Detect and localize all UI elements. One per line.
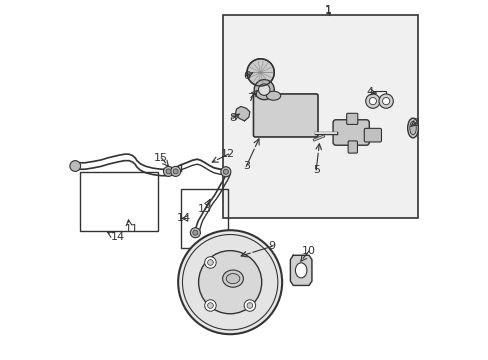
Bar (80, 172, 158, 231)
Text: 7: 7 (247, 93, 254, 103)
Polygon shape (235, 107, 249, 121)
Circle shape (365, 94, 379, 108)
Circle shape (378, 94, 392, 108)
FancyBboxPatch shape (347, 141, 357, 153)
Circle shape (173, 169, 178, 174)
Circle shape (182, 234, 277, 330)
Text: 3: 3 (243, 161, 249, 171)
Circle shape (170, 166, 180, 176)
Circle shape (258, 84, 269, 95)
Polygon shape (290, 255, 311, 285)
Ellipse shape (222, 270, 243, 287)
Ellipse shape (407, 118, 418, 138)
Circle shape (165, 169, 171, 174)
Ellipse shape (295, 263, 306, 278)
Text: 11: 11 (124, 225, 138, 234)
Text: 5: 5 (312, 165, 319, 175)
Text: 15: 15 (154, 153, 168, 163)
Circle shape (190, 228, 200, 238)
Text: 1: 1 (325, 6, 331, 16)
Text: 8: 8 (229, 113, 236, 123)
Text: 14: 14 (111, 232, 125, 242)
FancyBboxPatch shape (364, 129, 381, 142)
Ellipse shape (226, 274, 239, 284)
Ellipse shape (409, 121, 415, 135)
Circle shape (204, 257, 216, 268)
Circle shape (207, 260, 213, 265)
Text: 2: 2 (411, 118, 419, 128)
Circle shape (244, 300, 255, 311)
Circle shape (246, 59, 274, 86)
Text: 10: 10 (302, 246, 315, 256)
Text: 9: 9 (268, 241, 275, 251)
Text: 4: 4 (366, 87, 373, 97)
Circle shape (368, 98, 376, 105)
Ellipse shape (266, 91, 280, 100)
Circle shape (223, 169, 228, 174)
Circle shape (163, 166, 173, 176)
Text: 1: 1 (325, 5, 331, 15)
Circle shape (246, 303, 252, 309)
Text: 6: 6 (243, 71, 249, 81)
Circle shape (198, 251, 261, 314)
Circle shape (207, 303, 213, 309)
Circle shape (254, 80, 274, 100)
Circle shape (382, 98, 389, 105)
Text: 13: 13 (198, 204, 212, 215)
Text: 12: 12 (221, 149, 235, 159)
Circle shape (70, 161, 81, 171)
FancyBboxPatch shape (346, 113, 357, 125)
Bar (223, 15, 418, 218)
FancyBboxPatch shape (332, 120, 368, 145)
Circle shape (204, 300, 216, 311)
FancyBboxPatch shape (253, 94, 317, 137)
Circle shape (221, 167, 230, 177)
Text: 14: 14 (176, 213, 190, 222)
Circle shape (192, 230, 198, 235)
Bar (181, 189, 227, 248)
Circle shape (178, 230, 282, 334)
